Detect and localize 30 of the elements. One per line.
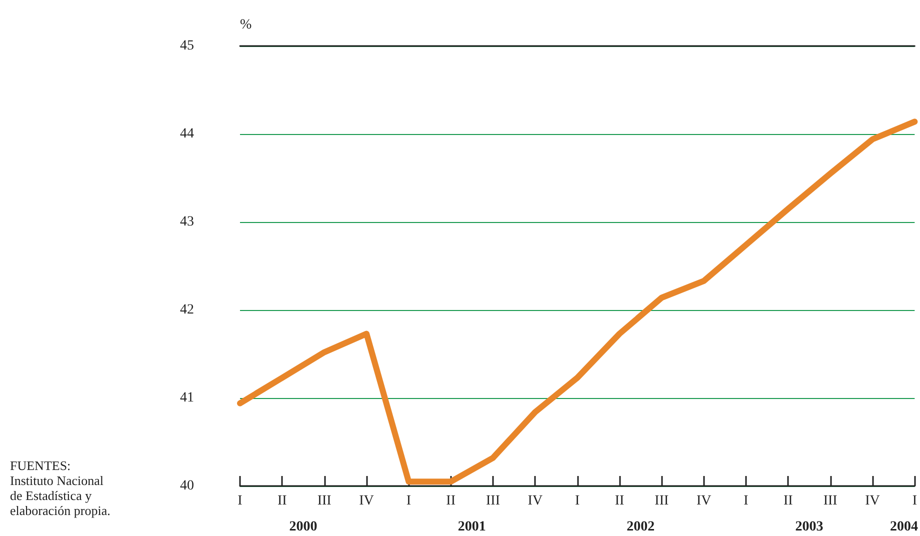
y-tick-label: 43 [180,214,194,230]
text: 2000 [289,520,318,534]
y-axis-title: % [240,18,252,32]
text: 2001 [458,520,486,534]
y-tick-label: 44 [180,126,194,142]
text: 2002 [626,520,655,534]
x-tick-label: I [912,494,918,508]
x-tick-label: IV [528,494,543,508]
x-tick-label: III [317,494,332,508]
x-tick-label: II [446,494,456,508]
text: 2003 [795,520,824,534]
x-tick-label: I [406,494,412,508]
x-tick-label: II [784,494,794,508]
x-tick-label: II [278,494,288,508]
x-tick-label: III [486,494,500,508]
source-note: FUENTES: Instituto Nacional de Estadística y elaboración propia. [10,458,110,518]
x-tick-label: IV [696,494,712,508]
x-tick-label: II [614,494,624,508]
x-tick-label: I [238,494,243,508]
x-tick-label: I [744,494,749,508]
x-tick-label: III [823,494,838,508]
y-tick-label: 45 [180,38,194,54]
x-tick-label: IV [865,494,880,508]
x-tick-label: I [575,494,580,508]
x-tick-label: III [654,494,669,508]
x-tick-label: IV [359,494,374,508]
y-tick-label: 40 [180,478,194,494]
y-tick-label: 42 [180,302,194,318]
text: 2004 [890,520,918,534]
y-tick-label: 41 [180,390,194,406]
